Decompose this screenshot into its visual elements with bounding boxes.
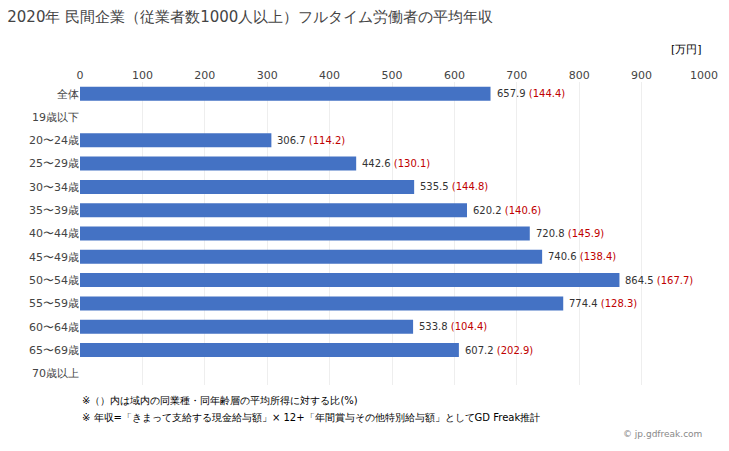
svg-text:25〜29歳: 25〜29歳 xyxy=(29,157,79,170)
svg-text:774.4 (128.3): 774.4 (128.3) xyxy=(569,298,637,309)
svg-text:740.6 (138.4): 740.6 (138.4) xyxy=(548,251,616,262)
svg-text:70歳以上: 70歳以上 xyxy=(32,367,79,380)
svg-text:0: 0 xyxy=(77,69,84,82)
svg-text:2020年 民間企業（従業者数1000人以上）フルタイム労働: 2020年 民間企業（従業者数1000人以上）フルタイム労働者の平均年収 xyxy=(7,8,493,26)
svg-text:35〜39歳: 35〜39歳 xyxy=(29,204,79,217)
svg-text:全体: 全体 xyxy=(57,88,79,101)
svg-text:※ 年収=「きまって支給する現金給与額」× 12+「年間賞与: ※ 年収=「きまって支給する現金給与額」× 12+「年間賞与その他特別給与額」と… xyxy=(82,412,540,423)
svg-text:442.6 (130.1): 442.6 (130.1) xyxy=(362,158,430,169)
svg-text:864.5 (167.7): 864.5 (167.7) xyxy=(625,275,693,286)
svg-text:657.9 (144.4): 657.9 (144.4) xyxy=(497,88,565,99)
svg-text:535.5 (144.8): 535.5 (144.8) xyxy=(420,181,488,192)
svg-text:600: 600 xyxy=(444,69,465,82)
svg-text:20〜24歳: 20〜24歳 xyxy=(29,134,79,147)
svg-text:60〜64歳: 60〜64歳 xyxy=(29,321,79,334)
svg-text:900: 900 xyxy=(631,69,652,82)
svg-text:200: 200 xyxy=(194,69,215,82)
svg-text:800: 800 xyxy=(569,69,590,82)
svg-text:[万円]: [万円] xyxy=(671,43,702,56)
svg-text:533.8 (104.4): 533.8 (104.4) xyxy=(419,321,487,332)
svg-text:700: 700 xyxy=(506,69,527,82)
svg-text:30〜34歳: 30〜34歳 xyxy=(29,181,79,194)
svg-text:620.2 (140.6): 620.2 (140.6) xyxy=(473,205,541,216)
svg-text:607.2 (202.9): 607.2 (202.9) xyxy=(465,345,533,356)
svg-text:55〜59歳: 55〜59歳 xyxy=(29,297,79,310)
svg-text:50〜54歳: 50〜54歳 xyxy=(29,274,79,287)
svg-text:306.7 (114.2): 306.7 (114.2) xyxy=(277,135,345,146)
svg-text:720.8 (145.9): 720.8 (145.9) xyxy=(536,228,604,239)
svg-text:400: 400 xyxy=(319,69,340,82)
svg-text:500: 500 xyxy=(382,69,403,82)
svg-text:100: 100 xyxy=(132,69,153,82)
svg-text:65〜69歳: 65〜69歳 xyxy=(29,344,79,357)
svg-text:※（）内は域内の同業種・同年齢層の平均所得に対する比(%): ※（）内は域内の同業種・同年齢層の平均所得に対する比(%) xyxy=(82,395,358,406)
svg-text:45〜49歳: 45〜49歳 xyxy=(29,251,79,264)
svg-text:19歳以下: 19歳以下 xyxy=(32,111,79,124)
svg-text:40〜44歳: 40〜44歳 xyxy=(29,227,79,240)
svg-text:© jp.gdfreak.com: © jp.gdfreak.com xyxy=(623,429,702,439)
svg-text:300: 300 xyxy=(257,69,278,82)
svg-text:1000: 1000 xyxy=(690,69,718,82)
